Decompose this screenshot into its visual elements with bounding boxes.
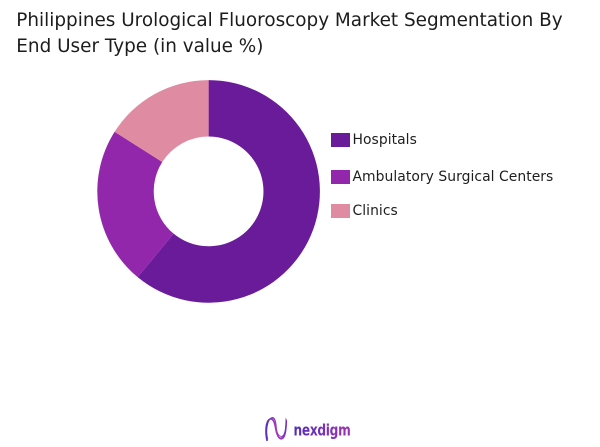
legend-swatch-clinics bbox=[331, 203, 350, 218]
nexdigm-logo: nexdigm bbox=[265, 417, 351, 442]
brand-logo: nexdigm bbox=[263, 413, 355, 443]
legend-item-clinics: Clinics bbox=[331, 202, 553, 219]
legend-swatch-ambulatory-surgical-centers bbox=[331, 169, 350, 184]
donut-slice-hospitals bbox=[137, 80, 320, 303]
legend-label-ambulatory-surgical-centers: Ambulatory Surgical Centers bbox=[352, 168, 554, 185]
chart-title-line2: End User Type (in value %) bbox=[16, 35, 264, 57]
legend-item-hospitals: Hospitals bbox=[331, 132, 553, 148]
legend-item-ambulatory-surgical-centers: Ambulatory Surgical Centers bbox=[331, 168, 554, 185]
legend-swatch-hospitals bbox=[331, 133, 350, 147]
nexdigm-wordmark: nexdigm bbox=[294, 421, 351, 440]
chart-title-line1: Philippines Urological Fluoroscopy Marke… bbox=[16, 9, 563, 31]
donut-slice-clinics bbox=[114, 80, 209, 162]
chart-legend: Hospitals Ambulatory Surgical Centers Cl… bbox=[331, 132, 554, 219]
chart-title: Philippines Urological Fluoroscopy Marke… bbox=[16, 8, 591, 60]
legend-label-hospitals: Hospitals bbox=[352, 132, 417, 148]
donut-chart bbox=[96, 79, 322, 305]
donut-svg bbox=[97, 80, 320, 303]
legend-label-clinics: Clinics bbox=[352, 202, 398, 219]
donut-slice-ambulatory-surgical-centers bbox=[97, 131, 174, 278]
nexdigm-icon bbox=[265, 417, 288, 442]
